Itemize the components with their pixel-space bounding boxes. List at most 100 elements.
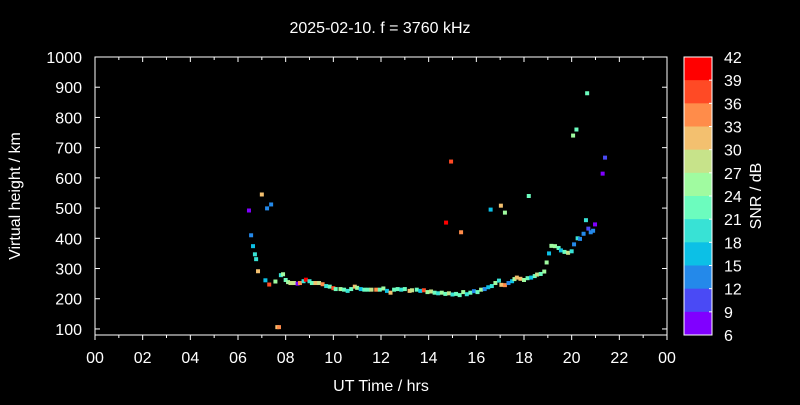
colorbar-band — [684, 103, 712, 127]
colorbar-band — [684, 172, 712, 197]
data-point — [600, 171, 605, 176]
data-point — [267, 282, 272, 287]
data-point — [446, 291, 451, 296]
data-point — [502, 283, 507, 288]
data-point — [369, 287, 374, 292]
data-point — [269, 202, 274, 207]
colorbar-band — [684, 288, 712, 313]
data-point — [449, 159, 454, 164]
data-point — [377, 287, 382, 292]
data-point — [575, 236, 580, 241]
x-tick-label: 00 — [658, 350, 676, 367]
colorbar-tick-label: 15 — [724, 259, 742, 276]
x-tick-label: 16 — [467, 350, 485, 367]
data-point — [320, 282, 325, 287]
data-point — [547, 251, 552, 256]
data-point — [355, 285, 360, 290]
data-point — [313, 281, 318, 286]
data-point — [552, 244, 557, 249]
x-tick-label: 04 — [181, 350, 199, 367]
data-point — [506, 281, 511, 286]
plot-frame — [94, 56, 668, 336]
data-point — [309, 281, 314, 286]
data-point — [496, 278, 501, 283]
data-point — [569, 249, 574, 254]
data-point — [402, 287, 407, 292]
data-point — [558, 248, 563, 253]
data-point — [459, 230, 464, 235]
data-point — [489, 284, 494, 289]
colorbar-band — [684, 57, 712, 81]
data-point — [345, 288, 350, 293]
data-point — [488, 207, 493, 212]
x-tick-label: 14 — [420, 350, 438, 367]
data-point — [571, 133, 576, 138]
data-point — [544, 260, 549, 265]
data-point — [292, 281, 297, 286]
data-point — [281, 272, 286, 277]
x-tick-label: 20 — [563, 350, 581, 367]
data-point — [327, 284, 332, 289]
y-tick-label: 400 — [55, 231, 82, 248]
y-axis-label: Virtual height / km — [7, 132, 24, 260]
data-point — [392, 287, 397, 292]
data-point — [574, 127, 579, 132]
data-point — [486, 285, 491, 290]
data-point — [493, 281, 498, 286]
data-point — [288, 281, 293, 286]
data-point — [538, 271, 543, 276]
colorbar-tick-label: 39 — [724, 73, 742, 90]
data-point — [414, 287, 419, 292]
data-point — [333, 287, 338, 292]
colorbar-band — [684, 265, 712, 290]
y-tick-label: 900 — [55, 80, 82, 97]
y-tick-label: 600 — [55, 171, 82, 188]
data-point — [358, 287, 363, 292]
data-point — [461, 290, 466, 295]
data-point — [549, 243, 554, 248]
data-point — [374, 287, 379, 292]
data-point — [532, 274, 537, 279]
colorbar-band — [684, 311, 712, 336]
x-tick-label: 08 — [277, 350, 295, 367]
data-point — [297, 281, 302, 286]
data-point — [499, 282, 504, 287]
y-tick-label: 100 — [55, 322, 82, 339]
data-point — [588, 230, 593, 235]
colorbar-tick-label: 27 — [724, 166, 742, 183]
data-point — [542, 269, 547, 274]
data-point — [365, 287, 370, 292]
x-tick-label: 00 — [86, 350, 104, 367]
y-tick-label: 300 — [55, 262, 82, 279]
y-tick-label: 200 — [55, 292, 82, 309]
data-point — [263, 278, 268, 283]
data-point — [384, 288, 389, 293]
data-point — [556, 245, 561, 250]
data-point — [324, 284, 329, 289]
colorbar-tick-label: 12 — [724, 282, 742, 299]
data-point — [510, 279, 515, 284]
data-point — [421, 288, 426, 293]
colorbar-tick-label: 24 — [724, 189, 742, 206]
data-point — [583, 218, 588, 223]
data-point — [498, 203, 503, 208]
data-point — [578, 236, 583, 241]
data-point — [388, 290, 393, 295]
x-tick-label: 06 — [229, 350, 247, 367]
colorbar-band — [684, 80, 712, 104]
y-tick-label: 500 — [55, 201, 82, 218]
data-point — [436, 291, 441, 296]
data-point — [475, 290, 480, 295]
data-point — [454, 291, 459, 296]
data-point — [444, 220, 449, 225]
data-point — [468, 290, 473, 295]
colorbar-tick-label: 18 — [724, 235, 742, 252]
data-point — [432, 290, 437, 295]
colorbar-label: SNR / dB — [748, 163, 765, 230]
data-point — [522, 278, 526, 283]
colorbar-tick-label: 36 — [724, 96, 742, 113]
data-point — [362, 287, 367, 292]
data-point — [591, 228, 596, 233]
colorbar-band — [684, 149, 712, 174]
